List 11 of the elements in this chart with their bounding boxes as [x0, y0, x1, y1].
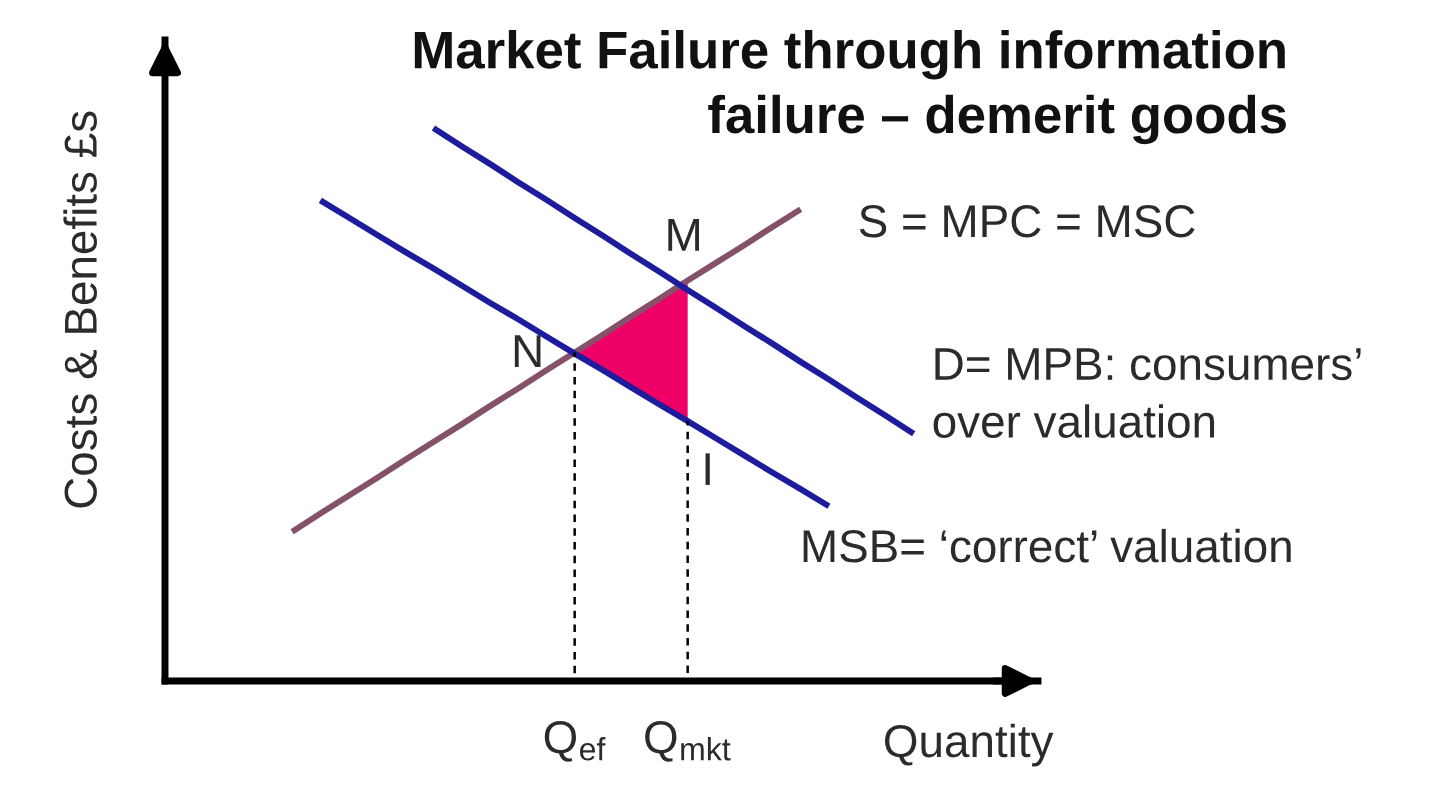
- series-label: D= MPB: consumers’ over valuation: [933, 348, 1361, 438]
- annotation: I: [705, 453, 710, 485]
- series-label: MSB= ‘correct’ valuation: [803, 528, 1291, 563]
- x-tick-label: Q$_{ef}$: [544, 721, 606, 762]
- chart-title: Market Failure through information failure – demerit goods: [414, 30, 1286, 145]
- series-label: S = MPC = MSC: [859, 205, 1195, 238]
- x-tick-label: Q$_{mkt}$: [645, 721, 731, 762]
- x-axis-title: Quantity: [884, 723, 1054, 767]
- y-axis-title: Costs & Benefits £s: [63, 111, 97, 508]
- annotation: N: [514, 335, 541, 367]
- annotation: M: [668, 219, 699, 251]
